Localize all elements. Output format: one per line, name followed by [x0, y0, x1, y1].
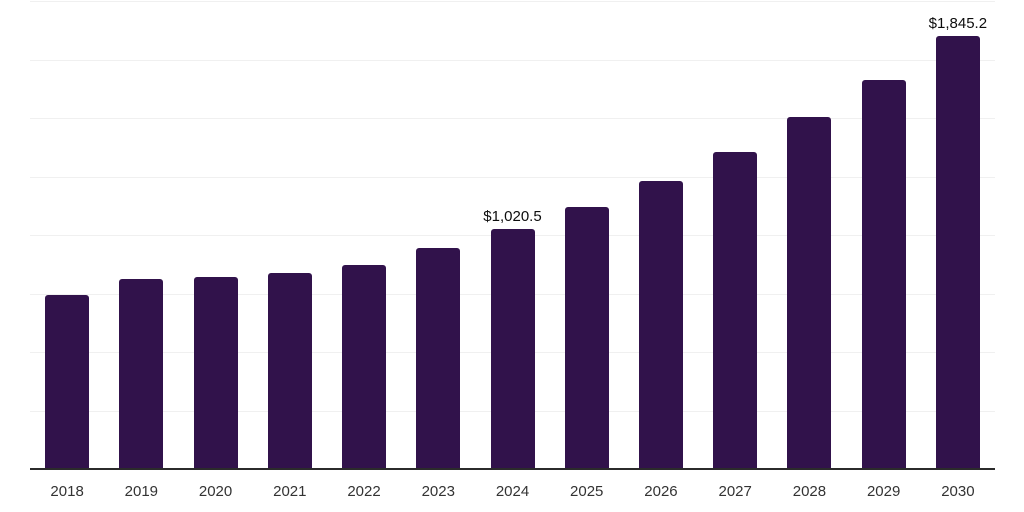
x-tick-label-2024: 2024: [495, 483, 530, 500]
x-tick-label-2025: 2025: [570, 483, 604, 500]
x-tick-label-2021: 2021: [273, 483, 307, 500]
bar-2018: [45, 295, 90, 470]
x-tick-label-2023: 2023: [421, 483, 455, 500]
gridline: [30, 1, 995, 2]
x-tick-label-2030: 2030: [941, 483, 975, 500]
data-label-2030: $1,845.2: [928, 15, 988, 33]
bar-2029: [861, 80, 906, 470]
bar-2026: [638, 181, 683, 470]
x-tick-label-2026: 2026: [644, 483, 678, 500]
x-tick-label-2022: 2022: [347, 483, 381, 500]
x-tick-label-2019: 2019: [124, 483, 159, 500]
bar-2025: [564, 207, 609, 470]
x-tick-label-2020: 2020: [198, 483, 233, 500]
x-tick-label-2027: 2027: [718, 483, 752, 500]
x-tick-label-2018: 2018: [50, 483, 84, 500]
x-axis-line: [30, 468, 995, 470]
x-tick-label-2029: 2029: [866, 483, 901, 500]
x-tick-label-2028: 2028: [792, 483, 827, 500]
bar-2023: [416, 248, 461, 470]
bar-2019: [119, 279, 164, 470]
bar-2024: [490, 229, 535, 470]
x-axis-tick-labels: 2018 2019 2020 2021 2022 2023 2024 2025 2026 2027…: [30, 483, 995, 504]
gridline: [30, 176, 995, 178]
bar-2027: [713, 152, 758, 470]
bar-2028: [787, 117, 832, 470]
gridline: [30, 59, 995, 61]
plot-area: $1,020.5 $1,845.2: [30, 0, 995, 470]
bar-2030: [935, 36, 980, 470]
bar-2022: [342, 265, 387, 470]
data-label-2024: $1,020.5: [483, 208, 542, 226]
bar-2021: [267, 273, 312, 470]
gridline: [30, 118, 995, 119]
bar-2020: [193, 277, 238, 470]
